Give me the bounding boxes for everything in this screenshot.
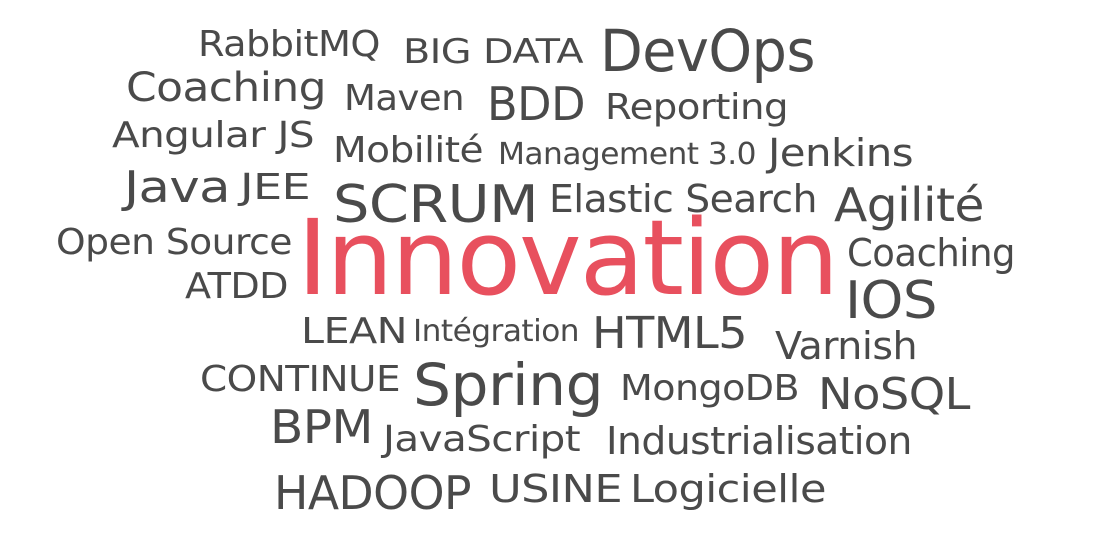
word-hadoop: HADOOP (274, 466, 472, 520)
word-maven: Maven (344, 78, 465, 119)
word-ios: IOS (845, 271, 938, 331)
word-coaching-1: Coaching (126, 65, 327, 111)
word-big-data: BIG DATA (403, 32, 584, 72)
word-nosql: NoSQL (818, 369, 970, 420)
word-coaching-2: Coaching (847, 231, 1015, 275)
word-usine: USINE (489, 467, 623, 511)
word-javascript: JavaScript (383, 419, 581, 460)
word-angular-js: Angular JS (112, 115, 315, 156)
word-jee: JEE (240, 167, 311, 208)
word-bpm: BPM (270, 400, 373, 454)
word-lean: LEAN (301, 311, 408, 352)
word-mobilite: Mobilité (333, 130, 484, 171)
word-spring: Spring (413, 351, 604, 419)
word-integration: Intégration (413, 314, 580, 349)
word-bdd: BDD (487, 77, 585, 131)
word-jenkins: Jenkins (768, 131, 914, 175)
word-logicielle: Logicielle (630, 467, 826, 511)
word-varnish: Varnish (775, 324, 918, 368)
word-open-source: Open Source (56, 222, 292, 263)
word-innovation: Innovation (297, 197, 839, 319)
word-scrum: SCRUM (333, 175, 539, 235)
word-industrialisation: Industrialisation (606, 419, 912, 463)
word-management-3-0: Management 3.0 (498, 137, 757, 172)
word-mongodb: MongoDB (620, 368, 800, 409)
word-elastic-search: Elastic Search (549, 177, 817, 221)
word-java: Java (124, 162, 231, 213)
word-devops: DevOps (600, 17, 815, 85)
word-continue: CONTINUE (200, 359, 401, 400)
word-html5: HTML5 (592, 308, 748, 359)
word-atdd: ATDD (185, 266, 289, 307)
word-reporting: Reporting (605, 87, 788, 128)
word-agilite: Agilité (834, 178, 984, 232)
word-rabbitmq: RabbitMQ (198, 24, 380, 65)
